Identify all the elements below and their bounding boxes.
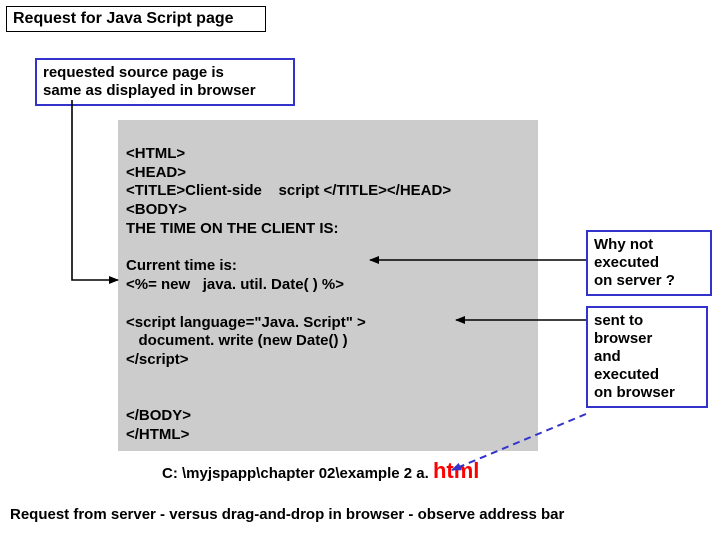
sent-box: sent to browser and executed on browser xyxy=(586,306,708,408)
code-l15: </BODY> xyxy=(126,407,191,424)
why-box: Why not executed on server ? xyxy=(586,230,712,296)
footer-span: Request from server - versus drag-and-dr… xyxy=(10,506,564,523)
footer-text: Request from server - versus drag-and-dr… xyxy=(10,506,564,523)
sent-l5: on browser xyxy=(594,384,675,401)
path-ext: html xyxy=(433,458,479,483)
subtitle-line1: requested source page is xyxy=(43,64,224,81)
sent-l3: and xyxy=(594,348,621,365)
code-l12: </script> xyxy=(126,351,189,368)
sent-l4: executed xyxy=(594,366,659,383)
code-l3: <TITLE>Client-side script </TITLE></HEAD… xyxy=(126,182,451,199)
code-l10: <script language="Java. Script" > xyxy=(126,314,366,331)
why-l3: on server ? xyxy=(594,272,675,289)
code-l5: THE TIME ON THE CLIENT IS: xyxy=(126,220,339,237)
why-l2: executed xyxy=(594,254,659,271)
why-l1: Why not xyxy=(594,236,653,253)
code-l8: <%= new java. util. Date( ) %> xyxy=(126,276,344,293)
subtitle-line2: same as displayed in browser xyxy=(43,82,256,99)
path-caption: C: \myjspapp\chapter 02\example 2 a. htm… xyxy=(162,458,479,484)
sent-l1: sent to xyxy=(594,312,643,329)
code-l7: Current time is: xyxy=(126,257,237,274)
title-box: Request for Java Script page xyxy=(6,6,266,32)
subtitle-box: requested source page is same as display… xyxy=(35,58,295,106)
sent-l2: browser xyxy=(594,330,652,347)
code-l11: document. write (new Date() ) xyxy=(126,332,348,349)
arrow-subtitle-to-code xyxy=(72,100,118,280)
code-l2: <HEAD> xyxy=(126,164,186,181)
code-l1: <HTML> xyxy=(126,145,185,162)
title-text: Request for Java Script page xyxy=(13,10,234,27)
code-box: <HTML> <HEAD> <TITLE>Client-side script … xyxy=(118,120,538,451)
path-prefix: C: \myjspapp\chapter 02\example 2 a. xyxy=(162,465,433,482)
code-l4: <BODY> xyxy=(126,201,187,218)
code-l16: </HTML> xyxy=(126,426,189,443)
